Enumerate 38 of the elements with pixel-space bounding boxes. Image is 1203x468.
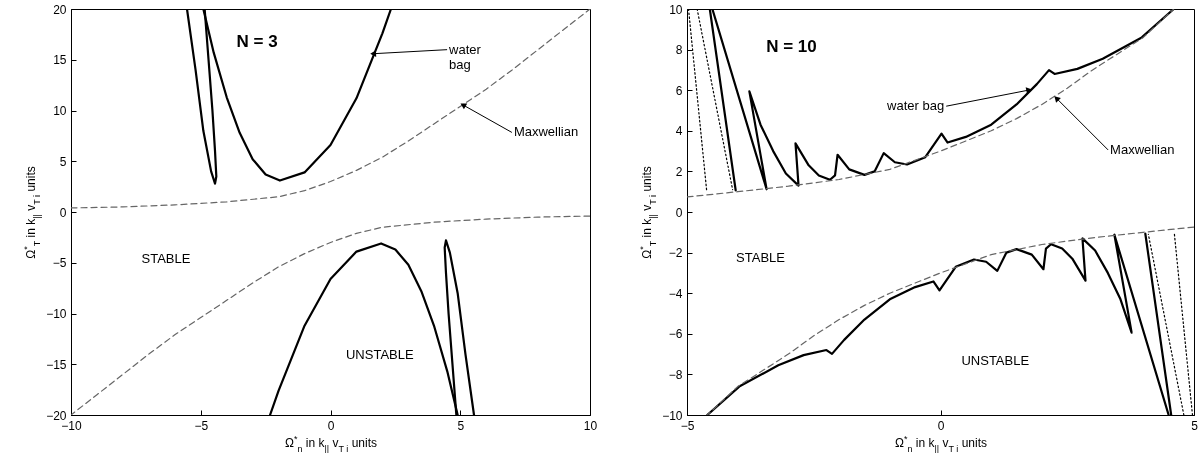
annotation: water bag [886,98,945,114]
y-tick-label: −2 [668,246,683,261]
annotation: UNSTABLE [345,347,414,363]
annotation: N = 10 [766,36,817,56]
y-tick-label: 5 [59,154,67,169]
x-tick-label: 10 [583,418,598,433]
y-tick-label: −8 [668,367,683,382]
y-tick-label: 20 [53,2,67,17]
y-tick-label: 10 [53,104,67,118]
annotation: water bag [448,41,482,72]
y-tick-label: 6 [675,83,683,98]
x-tick-label: 5 [457,418,465,433]
x-axis-title: Ω$^{*}$$_{n}$ in k$_{||}$ v$_{T i}$ units [284,433,378,454]
x-axis-title: Ω$^{*}$$_{n}$ in k$_{||}$ v$_{T i}$ units [894,433,988,454]
y-tick-label: −5 [52,256,67,271]
x-tick-label: 0 [937,418,945,433]
y-tick-label: −10 [662,408,683,423]
x-tick-label: 5 [1191,418,1199,433]
annotation: N = 3 [236,32,278,52]
y-tick-label: 15 [53,53,67,68]
annotation: STABLE [736,250,786,266]
y-tick-label: 0 [675,205,683,220]
y-tick-label: 8 [675,43,683,58]
annotation: UNSTABLE [961,353,1030,368]
annotation: Maxwellian [1110,141,1175,157]
y-tick-label: −15 [46,357,67,372]
y-tick-label: 2 [675,164,683,179]
x-tick-label: 0 [327,418,335,433]
y-tick-label: −4 [668,286,683,301]
y-tick-label: 10 [669,2,683,17]
y-tick-label: −6 [668,327,683,342]
y-tick-label: −10 [46,307,67,321]
y-tick-label: 4 [675,124,683,139]
y-tick-label: 0 [59,205,67,220]
y-tick-label: −20 [46,408,67,423]
annotation: STABLE [141,250,191,266]
x-tick-label: −5 [194,418,209,433]
annotation: Maxwellian [513,124,579,140]
